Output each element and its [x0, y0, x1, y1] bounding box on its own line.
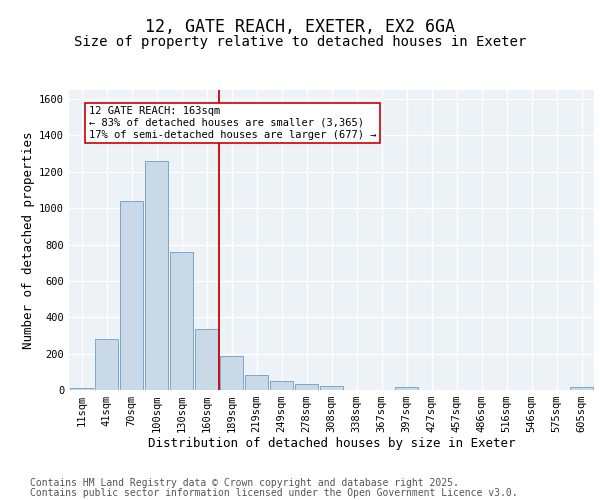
Bar	[70, 388, 94, 390]
Y-axis label: Number of detached properties: Number of detached properties	[22, 131, 35, 349]
Bar	[119, 201, 143, 390]
Text: Contains HM Land Registry data © Crown copyright and database right 2025.: Contains HM Land Registry data © Crown c…	[30, 478, 459, 488]
Bar	[269, 381, 293, 390]
Bar	[95, 339, 118, 390]
X-axis label: Distribution of detached houses by size in Exeter: Distribution of detached houses by size …	[148, 436, 515, 450]
Bar	[220, 356, 244, 390]
Bar	[245, 376, 268, 390]
Bar	[569, 388, 593, 390]
Bar	[145, 161, 169, 390]
Bar	[295, 384, 319, 390]
Text: Size of property relative to detached houses in Exeter: Size of property relative to detached ho…	[74, 35, 526, 49]
Bar	[194, 329, 218, 390]
Bar	[170, 252, 193, 390]
Bar	[395, 388, 418, 390]
Bar	[320, 386, 343, 390]
Text: 12 GATE REACH: 163sqm
← 83% of detached houses are smaller (3,365)
17% of semi-d: 12 GATE REACH: 163sqm ← 83% of detached …	[89, 106, 377, 140]
Text: 12, GATE REACH, EXETER, EX2 6GA: 12, GATE REACH, EXETER, EX2 6GA	[145, 18, 455, 36]
Text: Contains public sector information licensed under the Open Government Licence v3: Contains public sector information licen…	[30, 488, 518, 498]
